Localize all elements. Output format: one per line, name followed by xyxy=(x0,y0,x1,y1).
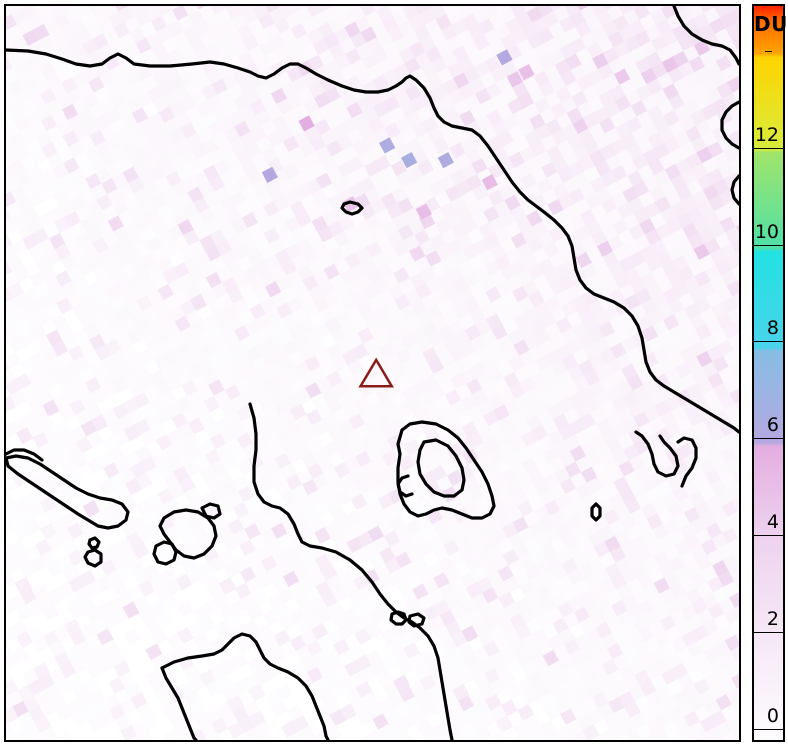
colorbar-tick-label-4: 4 xyxy=(766,511,779,533)
coastline-svg xyxy=(6,6,739,740)
coastline-layer xyxy=(6,6,739,740)
island-west-tail xyxy=(6,448,44,462)
colorbar-ticks: 12 10 8 6 4 2 0 xyxy=(754,6,783,740)
coastline-paths xyxy=(6,6,739,740)
colorbar-tick-10 xyxy=(754,245,783,246)
colorbar-tick-label-0: 0 xyxy=(766,705,779,727)
coast-northeast-spur xyxy=(730,174,739,206)
lagoon-small-b xyxy=(407,612,426,628)
coast-northeast-inlet xyxy=(672,6,739,66)
island-mid-c xyxy=(200,502,222,520)
island-south xyxy=(160,632,330,740)
colorbar-tick-8 xyxy=(754,341,783,342)
island-inner-lake xyxy=(416,438,466,498)
coast-east-bay xyxy=(634,430,680,478)
coast-northeast-bay xyxy=(720,100,739,150)
so2-raster-layer xyxy=(6,6,739,740)
colorbar-tick-0 xyxy=(754,729,783,730)
marker-layer xyxy=(6,6,739,740)
colorbar-tick-4 xyxy=(754,535,783,536)
colorbar-gradient xyxy=(754,6,783,740)
island-mid-b xyxy=(152,540,178,566)
colorbar-unit-label: DU xyxy=(754,12,788,36)
lagoon-small-a xyxy=(389,610,408,626)
colorbar-tick-12 xyxy=(754,148,783,149)
colorbar-tick-label-6: 6 xyxy=(766,414,779,436)
colorbar-tick-label-2: 2 xyxy=(766,608,779,630)
island-mid-a xyxy=(158,508,218,560)
colorbar: 12 10 8 6 4 2 0 DU xyxy=(752,4,788,742)
coast-central-south xyxy=(248,402,454,740)
colorbar-tick-label-12: 12 xyxy=(754,124,779,146)
colorbar-tick-label-8: 8 xyxy=(766,317,779,339)
so2-raster-canvas xyxy=(6,6,739,740)
map-panel xyxy=(4,4,741,742)
island-west-notch xyxy=(396,474,414,498)
islet-tiny-north xyxy=(590,502,602,522)
volcano-marker-svg xyxy=(358,357,394,388)
colorbar-minor-tick-0 xyxy=(765,51,772,52)
island-south-west-coast xyxy=(160,666,198,740)
coast-main-north xyxy=(6,48,739,434)
colorbar-tick-2 xyxy=(754,632,783,633)
colorbar-tick-label-10: 10 xyxy=(754,221,779,243)
coast-east-headland xyxy=(676,436,698,488)
volcano-marker xyxy=(358,357,394,388)
island-west-long xyxy=(6,454,130,530)
coast-inlet-loop xyxy=(340,200,364,216)
islet-round-b xyxy=(83,548,103,568)
colorbar-tick-6 xyxy=(754,438,783,439)
islet-round-a xyxy=(87,536,101,550)
